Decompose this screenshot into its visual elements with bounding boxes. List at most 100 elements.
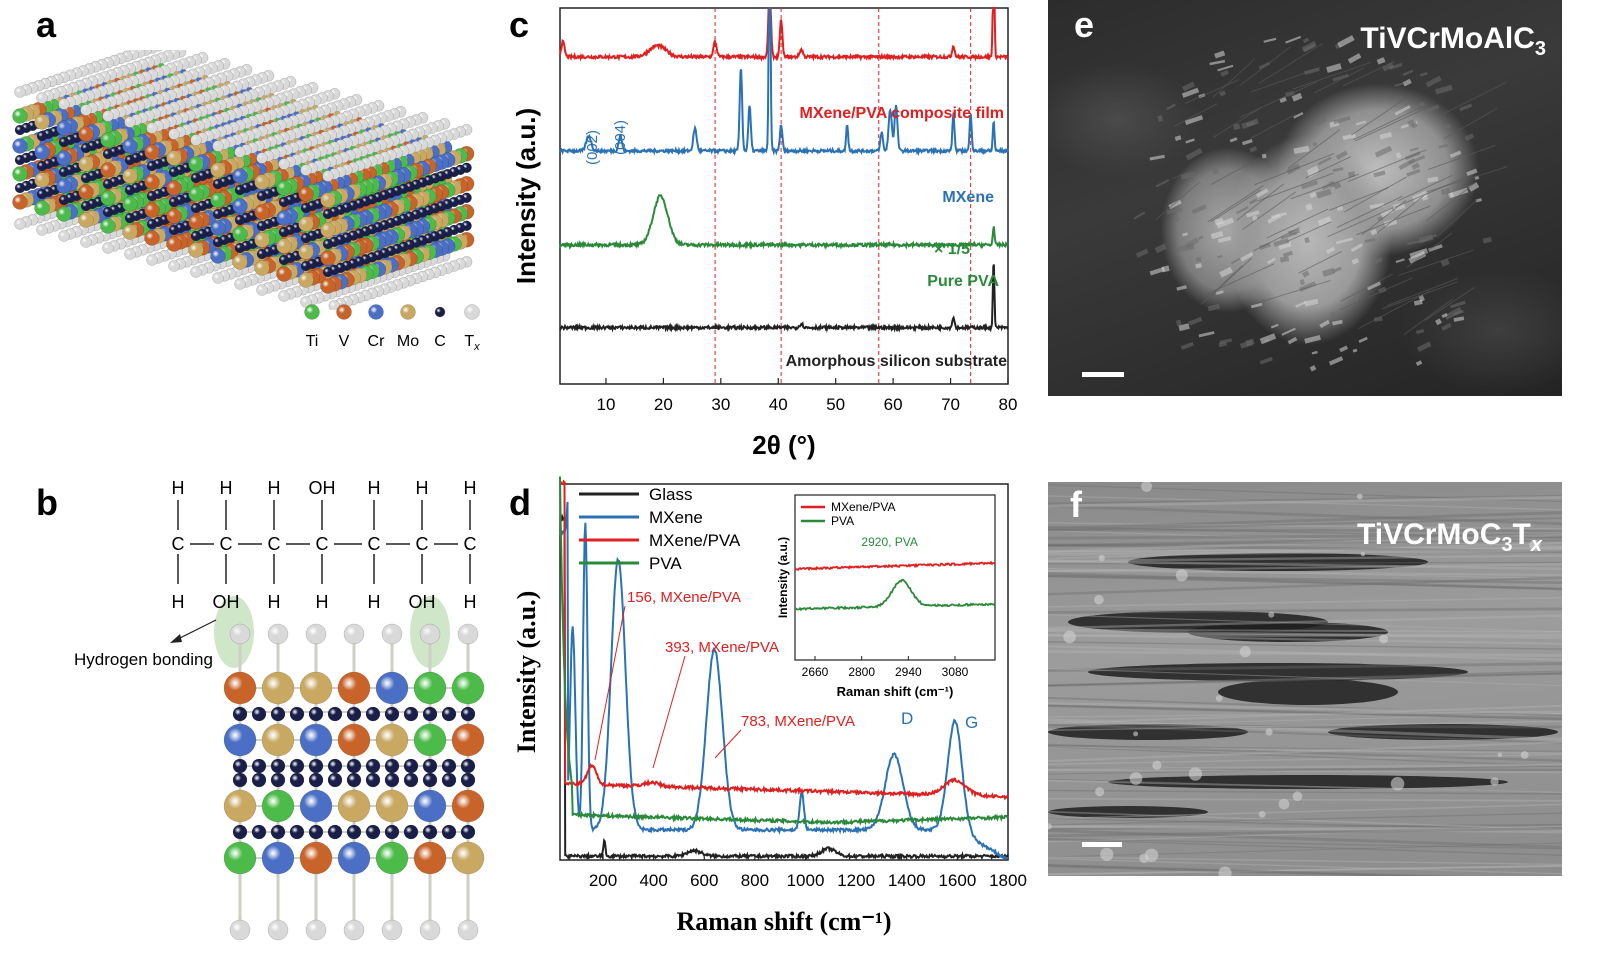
atom-Mo <box>78 212 94 228</box>
sem-particle <box>1259 333 1277 345</box>
sem-layer-line <box>1048 628 1562 633</box>
sem-flake <box>1292 791 1303 802</box>
legend-label: MXene/PVA <box>649 531 741 550</box>
sem-striation <box>1358 290 1431 329</box>
sample-label-e: TiVCrMoAlC3 <box>1360 22 1546 60</box>
sem-particle <box>1235 206 1249 215</box>
atom-C <box>146 218 158 230</box>
sem-particle <box>1182 232 1188 237</box>
sem-particle <box>1374 145 1393 158</box>
atom-Tx <box>124 116 136 128</box>
sem-striation <box>1250 67 1321 93</box>
sem-particle <box>1255 188 1269 198</box>
sem-layer-line <box>1048 724 1562 729</box>
sem-particle <box>1304 334 1321 344</box>
sem-striation <box>1290 173 1360 200</box>
sem-particle <box>1358 336 1368 343</box>
atom-C <box>365 758 381 774</box>
atom-Cr <box>337 841 371 875</box>
sem-striation <box>1443 107 1498 140</box>
inset-y-axis-label: Intensity (a.u.) <box>776 537 790 618</box>
atom-Cr <box>56 120 72 136</box>
atom-C <box>441 758 457 774</box>
sem-particle <box>1304 237 1310 244</box>
sem-particle <box>1379 132 1393 140</box>
legend-label: MXene <box>649 508 703 527</box>
atom-V <box>78 126 94 142</box>
sem-particle <box>1475 198 1482 203</box>
atom-Cr <box>12 138 28 154</box>
sem-layer-line <box>1048 837 1562 850</box>
atom-C <box>102 206 114 218</box>
atom-C <box>232 772 248 788</box>
atom-Mo <box>78 156 94 172</box>
sem-layer-line <box>1048 789 1562 795</box>
atom-C <box>190 230 202 242</box>
sem-striation <box>1327 207 1394 238</box>
legend-label-Mo: Mo <box>397 333 419 350</box>
atom-Ti <box>56 206 72 222</box>
atom-V <box>276 266 292 282</box>
sem-flake <box>1218 866 1232 876</box>
atom-Tx <box>256 152 268 164</box>
atom-C <box>278 226 290 238</box>
legend-swatch-Tx <box>464 304 480 320</box>
sem-particle <box>1395 258 1405 264</box>
sem-layer-line <box>1048 704 1562 725</box>
atom-Mo <box>34 114 50 130</box>
atom-C <box>168 196 180 208</box>
panel-letter-a: a <box>36 4 57 45</box>
sem-striation <box>1257 172 1334 202</box>
atom-C <box>168 224 180 236</box>
sem-particle <box>1453 316 1465 322</box>
atom-C <box>403 772 419 788</box>
atom-Mo <box>451 841 485 875</box>
atom-C <box>403 706 419 722</box>
sem-flake <box>1520 751 1529 759</box>
x-tick-label: 10 <box>596 395 615 414</box>
sem-striation <box>1314 67 1364 94</box>
sem-particle <box>1427 176 1439 183</box>
sem-particle <box>1419 71 1428 77</box>
sem-layer-line <box>1048 823 1562 831</box>
sem-striation <box>1287 129 1341 169</box>
sem-striation <box>1155 181 1201 221</box>
atom-label-chain: C <box>172 534 185 554</box>
atom-C <box>58 136 70 148</box>
sem-striation <box>1394 174 1473 208</box>
x-tick-label: 1400 <box>888 871 926 890</box>
sem-layer-line <box>1048 484 1562 503</box>
sem-particle <box>1293 112 1304 119</box>
series-line-mxene <box>559 501 1008 860</box>
peak-annotation-004: (004) <box>612 120 629 155</box>
panel-letter-c: c <box>509 4 530 45</box>
sem-particle <box>1207 303 1221 312</box>
sem-flake <box>1268 611 1275 618</box>
atom-C <box>289 772 305 788</box>
atom-C <box>403 824 419 840</box>
sem-particle <box>1374 257 1383 264</box>
sem-striation <box>1213 107 1261 138</box>
sem-particle <box>1416 341 1432 352</box>
atom-Tx <box>146 254 158 266</box>
atom-Tx <box>457 623 479 645</box>
sem-flake <box>1098 554 1105 562</box>
sem-particle <box>1154 243 1167 254</box>
atom-Mo <box>166 150 182 166</box>
sem-particle <box>1337 35 1355 48</box>
atom-C <box>212 236 224 248</box>
sem-layer-line <box>1048 525 1562 539</box>
plot-frame <box>559 483 1009 861</box>
atom-C <box>403 758 419 774</box>
peak-annotation-002: (002) <box>584 130 601 165</box>
atom-C <box>14 154 26 166</box>
sem-particle <box>1209 59 1226 66</box>
sem-particle <box>1415 360 1423 367</box>
sem-particle <box>1241 138 1253 146</box>
sem-layer-line <box>1048 530 1562 548</box>
atom-Tx <box>305 919 327 941</box>
sem-flake <box>1390 776 1405 791</box>
atom-Tx <box>190 266 202 278</box>
sem-flake <box>1175 569 1188 582</box>
atom-label-top: OH <box>309 478 336 498</box>
